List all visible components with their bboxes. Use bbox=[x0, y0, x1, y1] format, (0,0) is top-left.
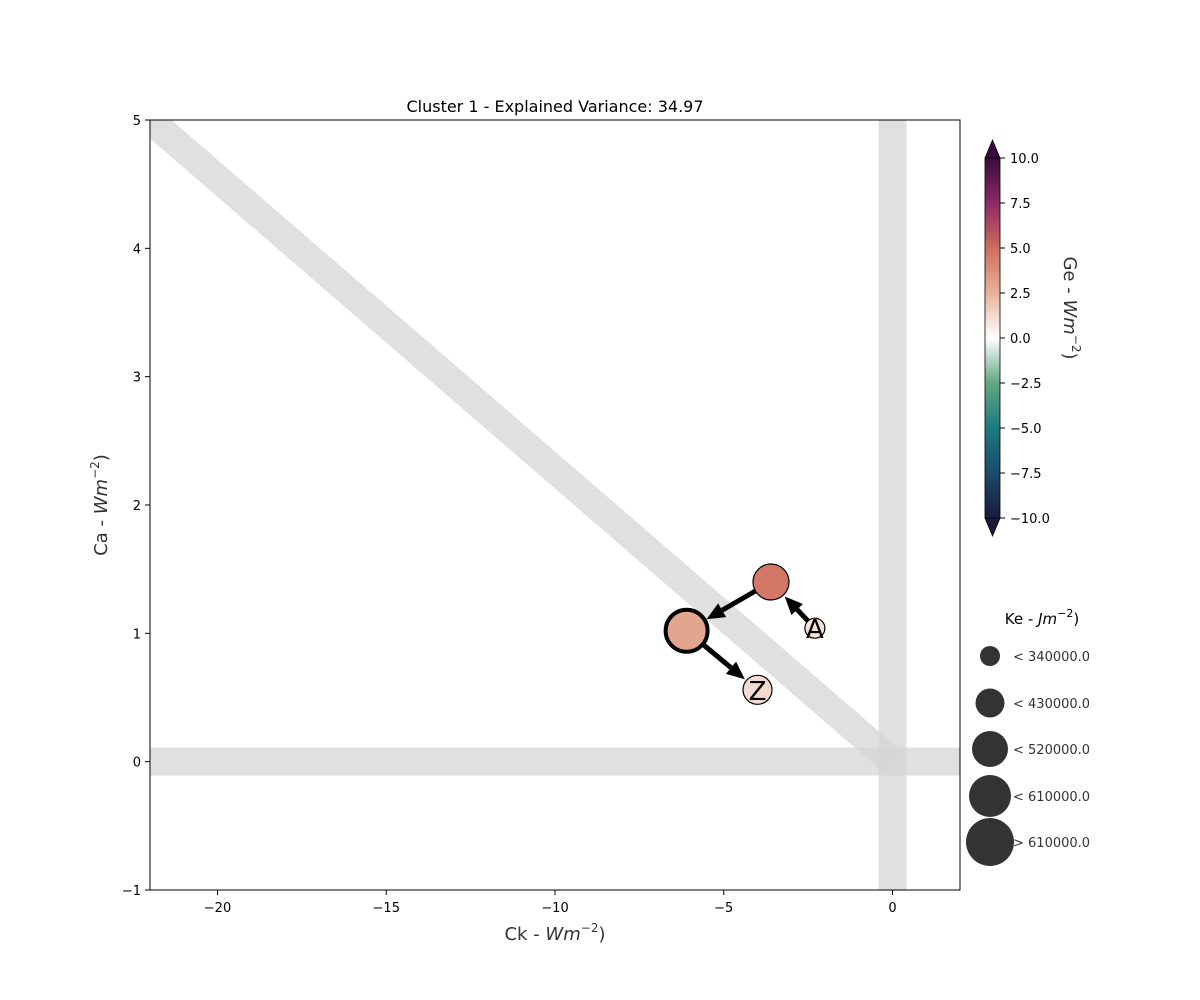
arrow-shaft bbox=[795, 607, 810, 623]
size-legend-title: Ke - Jm−2) bbox=[1005, 607, 1079, 628]
chart-title: Cluster 1 - Explained Variance: 34.97 bbox=[406, 97, 703, 116]
y-tick-label: 5 bbox=[133, 114, 141, 129]
x-tick-label: −20 bbox=[204, 901, 231, 916]
reference-line-diagonal bbox=[150, 120, 902, 773]
colorbar-tick-label: 10.0 bbox=[1010, 152, 1039, 167]
colorbar-tick-label: −5.0 bbox=[1010, 422, 1042, 437]
size-legend-marker bbox=[980, 646, 1000, 666]
y-tick-label: 3 bbox=[133, 371, 141, 386]
size-legend-label: < 430000.0 bbox=[1013, 697, 1090, 712]
arrow-head bbox=[784, 596, 803, 616]
colorbar-tick-label: 7.5 bbox=[1010, 197, 1031, 212]
colorbar-tick-label: 2.5 bbox=[1010, 287, 1031, 302]
colorbar-title: Ge - Wm−2) bbox=[1059, 256, 1083, 359]
arrow-shaft bbox=[720, 588, 757, 613]
x-tick-label: −5 bbox=[714, 901, 733, 916]
arrow-shaft bbox=[701, 642, 733, 670]
y-axis-title: Ca - Wm−2) bbox=[88, 454, 112, 556]
colorbar-tick-label: −2.5 bbox=[1010, 377, 1042, 392]
colorbar-tick-label: −10.0 bbox=[1010, 512, 1050, 527]
data-point bbox=[804, 617, 826, 639]
y-tick-label: 4 bbox=[133, 242, 141, 257]
data-point bbox=[752, 563, 790, 601]
y-tick-label: −1 bbox=[122, 884, 141, 899]
data-point bbox=[742, 674, 773, 705]
data-points bbox=[663, 563, 826, 705]
colorbar-body bbox=[984, 157, 1001, 519]
colorbar-extend-bottom bbox=[984, 517, 1001, 538]
point-label: Z bbox=[749, 677, 767, 707]
reference-lines bbox=[150, 120, 960, 890]
y-tick-label: 2 bbox=[133, 499, 141, 514]
point-label: A bbox=[806, 615, 824, 645]
size-legend-label: < 340000.0 bbox=[1013, 650, 1090, 665]
x-tick-label: −10 bbox=[541, 901, 568, 916]
size-legend: < 340000.0 < 430000.0 < 520000.0 < 610000.0… bbox=[966, 646, 1090, 866]
colorbar-tick-label: −7.5 bbox=[1010, 467, 1042, 482]
size-legend-label: > 610000.0 bbox=[1013, 836, 1090, 851]
size-legend-marker bbox=[972, 731, 1008, 767]
colorbar: 10.0 7.5 5.0 2.5 0.0 −2.5 −5.0 −7.5 −10.0 bbox=[984, 138, 1050, 538]
x-axis-title: Ck - Wm−2) bbox=[504, 921, 605, 945]
colorbar-extend-top bbox=[984, 138, 1001, 159]
x-axis-ticks: −20 −15 −10 −5 0 bbox=[204, 890, 897, 916]
data-point bbox=[663, 607, 710, 654]
colorbar-tick-label: 0.0 bbox=[1010, 332, 1031, 347]
y-tick-label: 0 bbox=[133, 756, 141, 771]
arrow-head bbox=[706, 603, 727, 620]
size-legend-marker bbox=[969, 775, 1011, 817]
x-tick-label: −15 bbox=[373, 901, 400, 916]
point-labels: AZ bbox=[749, 615, 824, 707]
y-tick-label: 1 bbox=[133, 627, 141, 642]
y-axis-ticks: −1 0 1 2 3 4 5 bbox=[122, 114, 150, 899]
x-tick-label: 0 bbox=[888, 901, 896, 916]
arrow-head bbox=[725, 661, 745, 680]
colorbar-ticks: 10.0 7.5 5.0 2.5 0.0 −2.5 −5.0 −7.5 −10.0 bbox=[1000, 152, 1050, 527]
size-legend-label: < 520000.0 bbox=[1013, 743, 1090, 758]
trajectory-arrows bbox=[701, 588, 810, 680]
size-legend-marker bbox=[966, 818, 1014, 866]
colorbar-tick-label: 5.0 bbox=[1010, 242, 1031, 257]
size-legend-label: < 610000.0 bbox=[1013, 790, 1090, 805]
size-legend-marker bbox=[975, 688, 1005, 718]
